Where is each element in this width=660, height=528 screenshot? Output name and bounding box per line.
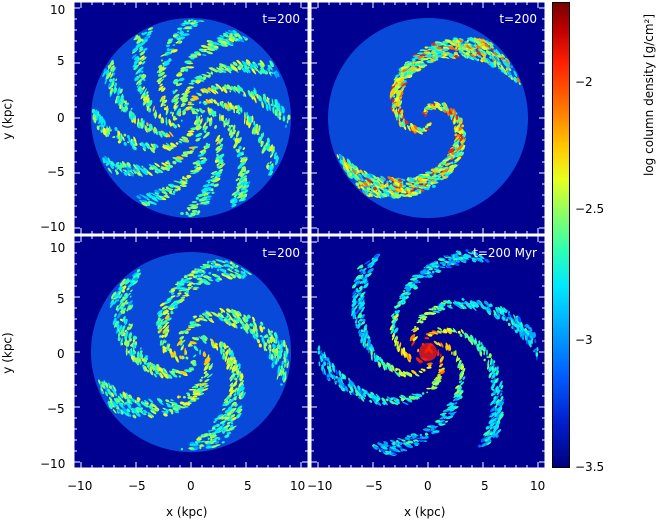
y-axis-label: y (kpc) [0,332,15,374]
x-tick: −5 [365,479,383,493]
y-tick: 5 [57,54,65,68]
panel-bottom-left: t=200 [74,236,308,468]
galaxy-image-filamentary [317,249,539,456]
x-tick: −5 [128,479,146,493]
y-tick: 5 [57,292,65,306]
colorbar-tick: −3.5 [575,460,605,474]
x-axis-label: x (kpc) [404,505,446,519]
x-tick: 5 [244,479,252,493]
x-tick: 0 [187,479,195,493]
x-tick: −10 [67,479,93,493]
galaxy-image-multi-arm [91,252,291,452]
x-tick: −10 [307,479,333,493]
galaxy-image-two-arm [328,18,528,218]
y-tick: 10 [50,3,66,17]
colorbar [552,2,570,468]
colorbar-label: log column density [g/cm²] [642,13,656,177]
time-label: t=200 [262,246,300,260]
x-tick: 10 [530,479,546,493]
y-tick: −10 [40,220,66,234]
time-label: t=200 Myr [473,246,537,260]
y-tick: −10 [40,457,66,471]
x-tick: 10 [290,479,306,493]
colorbar-tick: −3 [575,333,593,347]
colorbar-tick: −2 [575,75,593,89]
y-tick: 10 [50,241,66,255]
panel-bottom-right: t=200 Myr [311,236,545,468]
panel-top-left: t=200 [74,2,308,234]
x-tick: 5 [481,479,489,493]
y-tick: −5 [47,165,65,179]
y-tick: 0 [57,111,65,125]
panel-top-right: t=200 [311,2,545,234]
y-axis-label: y (kpc) [0,98,15,140]
time-label: t=200 [499,12,537,26]
x-axis-label: x (kpc) [166,505,208,519]
y-tick: 0 [57,347,65,361]
galaxy-image-flocculent [91,18,291,218]
y-tick: −5 [47,402,65,416]
x-tick: 0 [424,479,432,493]
time-label: t=200 [262,12,300,26]
colorbar-tick: −2.5 [575,202,605,216]
